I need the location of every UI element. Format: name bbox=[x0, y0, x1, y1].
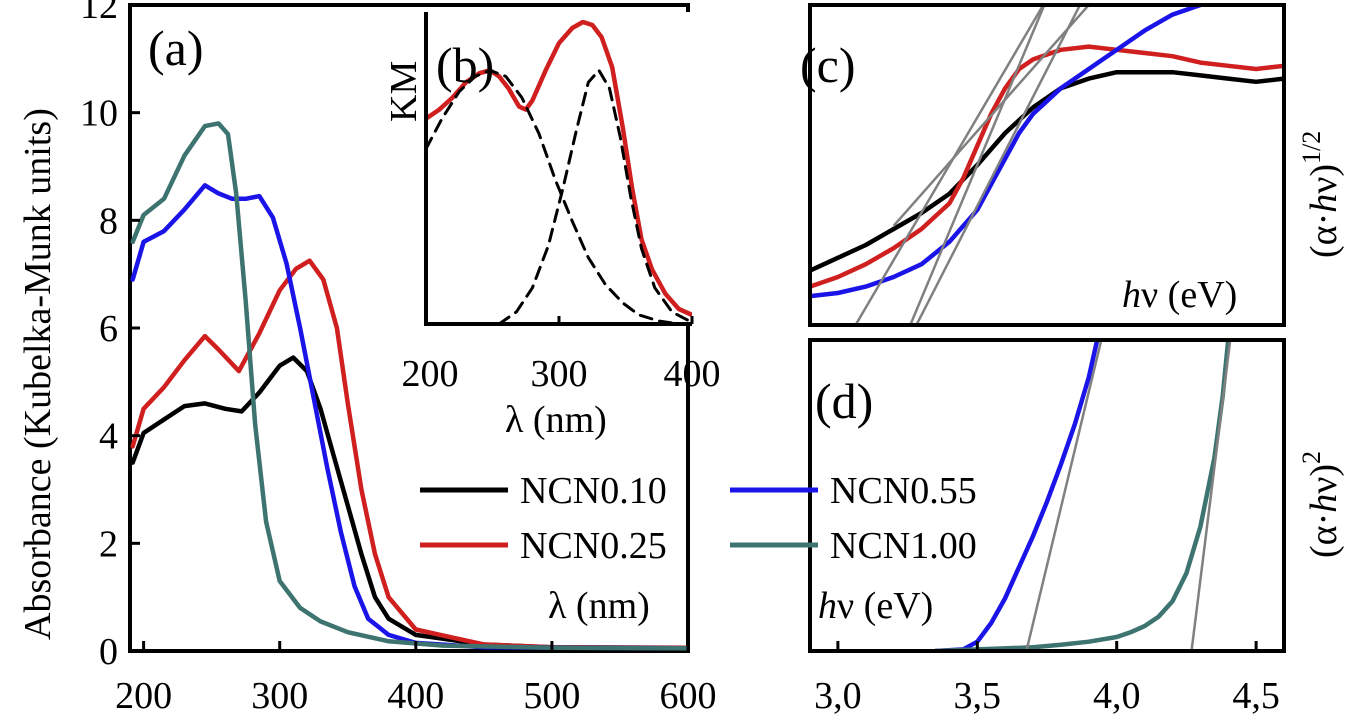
panel-a-x-tick-label: 600 bbox=[660, 675, 717, 717]
panel-b-series-curve bbox=[426, 20, 692, 318]
panel-a-series-ncn1-00 bbox=[130, 121, 688, 651]
panel-d: 3,0 3,5 4,0 4,5 (d) hν (eV) (α·hν)2 bbox=[808, 338, 1345, 717]
panel-d-series-ncn1-00 bbox=[933, 338, 1231, 653]
panel-a-series-group bbox=[130, 121, 688, 651]
legend-label-ncn0-10: NCN0.10 bbox=[520, 470, 667, 512]
panel-a: 0 2 4 6 8 10 12 200 300 400 500 600 (a) λ (nm) Abs… bbox=[17, 0, 717, 717]
panel-a-y-tick-label: 12 bbox=[80, 0, 118, 27]
panel-b-x-tick-label: 200 bbox=[402, 353, 459, 395]
panel-b-label: (b) bbox=[436, 37, 494, 93]
panel-a-x-tick-label: 300 bbox=[251, 675, 308, 717]
panel-c-series-ncn0-10 bbox=[810, 69, 1284, 273]
panel-c: (c) hν (eV) (α·hν)1/2 bbox=[800, 3, 1345, 327]
panel-a-x-tick-label: 500 bbox=[523, 675, 580, 717]
panel-a-x-tick-label: 200 bbox=[115, 675, 172, 717]
panel-c-series-ncn0-55 bbox=[810, 3, 1203, 299]
panel-b-series-dashed-fit-1 bbox=[426, 68, 681, 326]
panel-a-y-tick-label: 10 bbox=[80, 93, 118, 135]
panel-a-y-tick-label: 0 bbox=[99, 631, 118, 673]
panel-a-y-tick-label: 2 bbox=[99, 523, 118, 565]
panel-d-x-tick-label: 3,5 bbox=[954, 675, 1002, 717]
panel-b-x-axis-title: λ (nm) bbox=[505, 399, 607, 441]
panel-d-x-axis-title: hν (eV) bbox=[818, 585, 933, 627]
panel-c-y-axis-title: (α·hν)1/2 bbox=[1297, 131, 1345, 258]
panel-d-x-tick-label: 4,0 bbox=[1093, 675, 1141, 717]
panel-d-plot-area bbox=[933, 338, 1232, 653]
panel-d-y-axis-title: (α·hν)2 bbox=[1297, 451, 1345, 558]
panel-b-plot-area bbox=[426, 20, 692, 326]
panel-a-y-axis-title: Absorbance (Kubelka-Munk units) bbox=[17, 108, 59, 640]
panel-d-tangent-line-1 bbox=[1190, 338, 1232, 653]
panel-b-x-tick-label: 400 bbox=[664, 353, 721, 395]
panel-a-x-ticks: 200 300 400 500 600 bbox=[115, 641, 717, 717]
panel-a-y-tick-label: 6 bbox=[99, 308, 118, 350]
panel-d-series-group bbox=[933, 338, 1232, 653]
panel-d-frame bbox=[808, 338, 1286, 653]
panel-c-series-ncn0-25 bbox=[810, 44, 1284, 289]
panel-b-y-axis-title: KM bbox=[383, 61, 425, 122]
panel-b-series-dashed-fit-2 bbox=[497, 68, 691, 326]
panel-d-x-tick-label: 4,5 bbox=[1232, 675, 1280, 717]
panel-d-label: (d) bbox=[815, 373, 873, 429]
panel-a-series-ncn0-55 bbox=[130, 183, 688, 651]
panel-c-plot-area bbox=[810, 3, 1284, 327]
panel-a-y-tick-label: 8 bbox=[99, 200, 118, 242]
panel-d-tangent-line-0 bbox=[1024, 338, 1104, 653]
panel-c-tangent-line-2 bbox=[914, 3, 1083, 327]
panel-c-series-group bbox=[810, 3, 1284, 327]
panel-c-tangent-line-3 bbox=[892, 3, 1093, 227]
panel-c-tangent-line-1 bbox=[908, 3, 1047, 327]
legend-label-ncn1-00: NCN1.00 bbox=[830, 525, 977, 567]
panel-c-label: (c) bbox=[800, 37, 856, 93]
panel-a-x-axis-title: λ (nm) bbox=[548, 585, 650, 627]
panel-a-y-tick-label: 4 bbox=[99, 416, 118, 458]
panel-a-label: (a) bbox=[148, 20, 204, 76]
panel-a-x-tick-label: 400 bbox=[387, 675, 444, 717]
panel-c-x-axis-title: hν (eV) bbox=[1122, 274, 1237, 316]
panel-d-x-tick-label: 3,0 bbox=[814, 675, 862, 717]
panel-b-x-tick-label: 300 bbox=[531, 353, 588, 395]
panel-b-x-ticks: 200 300 400 bbox=[402, 316, 721, 395]
panel-c-frame bbox=[808, 3, 1286, 327]
legend-label-ncn0-25: NCN0.25 bbox=[520, 525, 667, 567]
panel-c-tangent-line-0 bbox=[852, 3, 1046, 327]
panel-d-series-ncn0-55 bbox=[933, 338, 1100, 653]
panel-b-inset: 200 300 400 (b) KM λ (nm) bbox=[383, 12, 721, 441]
panel-b-series-group bbox=[426, 20, 692, 326]
legend-label-ncn0-55: NCN0.55 bbox=[830, 470, 977, 512]
panel-d-x-ticks: 3,0 3,5 4,0 4,5 bbox=[814, 641, 1280, 717]
panel-b-background bbox=[424, 12, 692, 324]
legend: NCN0.10 NCN0.55 NCN0.25 NCN1.00 bbox=[420, 470, 977, 567]
panel-a-series-ncn0-25 bbox=[130, 258, 688, 651]
panel-a-plot-area bbox=[130, 121, 688, 651]
panel-a-y-ticks: 0 2 4 6 8 10 12 bbox=[80, 0, 140, 673]
